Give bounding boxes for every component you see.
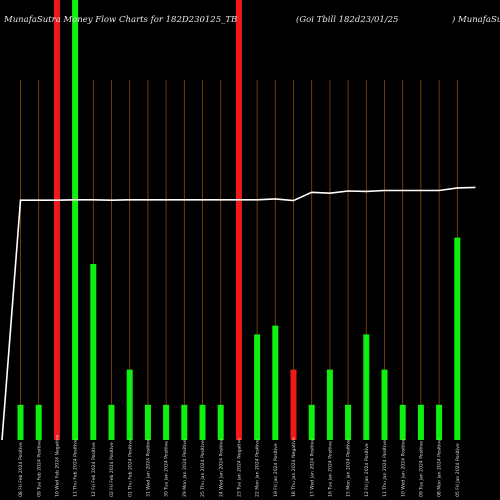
bar-green xyxy=(436,404,443,440)
x-tick-label: 22 Mon Jan 2024 Positive xyxy=(255,439,261,497)
bar-green xyxy=(399,404,406,440)
bar-green xyxy=(90,264,97,440)
x-tick-label: 11 Thu Jan 2024 Positive xyxy=(382,440,388,497)
x-tick-label: 24 Wed Jan 2024 Positive xyxy=(218,439,224,497)
chart-title-left: MunafaSutra Money Flow Charts for 182D23… xyxy=(3,15,237,25)
bar-green xyxy=(254,334,261,440)
price-line-layer xyxy=(1,186,476,441)
chart-title-middle: (Goi Tbill 182d23/01/25 xyxy=(296,14,398,25)
x-tick-label: 16 Tue Jan 2024 Positive xyxy=(328,441,334,497)
bar-green xyxy=(163,404,170,440)
bar-green xyxy=(454,237,461,440)
bar-green xyxy=(345,404,352,440)
x-tick-label: 30 Tue Jan 2024 Positive xyxy=(164,441,170,497)
x-tick-label: 08 Fri Feb 2024 Positive xyxy=(18,442,24,497)
x-tick-label: 15 Mon Jan 2024 Positive xyxy=(346,439,352,497)
bar-green xyxy=(17,404,24,440)
bar-green xyxy=(217,404,224,440)
bar-green xyxy=(108,404,115,440)
x-tick-label: 10 Wed Feb 2024 Negative xyxy=(55,435,61,497)
bar-green xyxy=(144,404,151,440)
x-tick-label: 31 Wed Jan 2024 Positive xyxy=(146,439,152,497)
bar-green xyxy=(326,369,333,440)
x-tick-label: 19 Fri Jan 2024 Positive xyxy=(273,443,279,497)
bar-red xyxy=(53,0,60,440)
x-tick-label: 23 Tue Jan 2024 Negative xyxy=(237,438,243,497)
bar-red xyxy=(235,0,242,440)
x-tick-label: 29 Mon Jan 2024 Positive xyxy=(182,439,188,497)
chart-title-right: ) MunafaSutra.com xyxy=(451,14,500,25)
x-tick-label: 09 Tue Jan 2024 Positive xyxy=(419,441,425,497)
bar-green xyxy=(381,369,388,440)
x-tick-label: 10 Wed Jan 2024 Positive xyxy=(400,439,406,497)
x-tick-label: 12 Fri Jan 2024 Positive xyxy=(364,443,370,497)
bar-green xyxy=(72,0,79,440)
bar-green xyxy=(126,369,133,440)
bars xyxy=(17,0,461,440)
price-line xyxy=(1,186,476,441)
x-tick-labels: 08 Fri Feb 2024 Positive 09 Tue Feb 2024 … xyxy=(18,435,461,497)
x-tick-label: 08 Mon Jan 2024 Positive xyxy=(437,439,443,497)
x-tick-label: 09 Tue Feb 2024 Positive xyxy=(36,440,42,497)
bar-red xyxy=(290,369,297,440)
x-tick-label: 01 Thu Feb 2024 Positive xyxy=(127,439,133,497)
x-tick-label: 25 Thu Jan 2024 Positive xyxy=(200,440,206,497)
x-tick-label: 12 Fri Feb 2024 Positive xyxy=(91,442,97,497)
x-tick-label: 18 Thu Jan 2024 Negative xyxy=(291,437,297,497)
bar-green xyxy=(417,404,424,440)
bar-green xyxy=(35,404,42,440)
bar-green xyxy=(181,404,188,440)
x-tick-label: 17 Wed Jan 2024 Positive xyxy=(309,439,315,497)
bar-green xyxy=(272,325,279,440)
bar-green xyxy=(363,334,370,440)
bar-green xyxy=(308,404,315,440)
x-tick-label: 05 Fri Jan 2024 Positive xyxy=(455,443,461,497)
x-tick-label: 11 Thu Feb 2024 Positive xyxy=(73,439,79,497)
x-tick-label: 02 Fri Feb 2024 Positive xyxy=(109,442,115,497)
bar-green xyxy=(199,404,206,440)
